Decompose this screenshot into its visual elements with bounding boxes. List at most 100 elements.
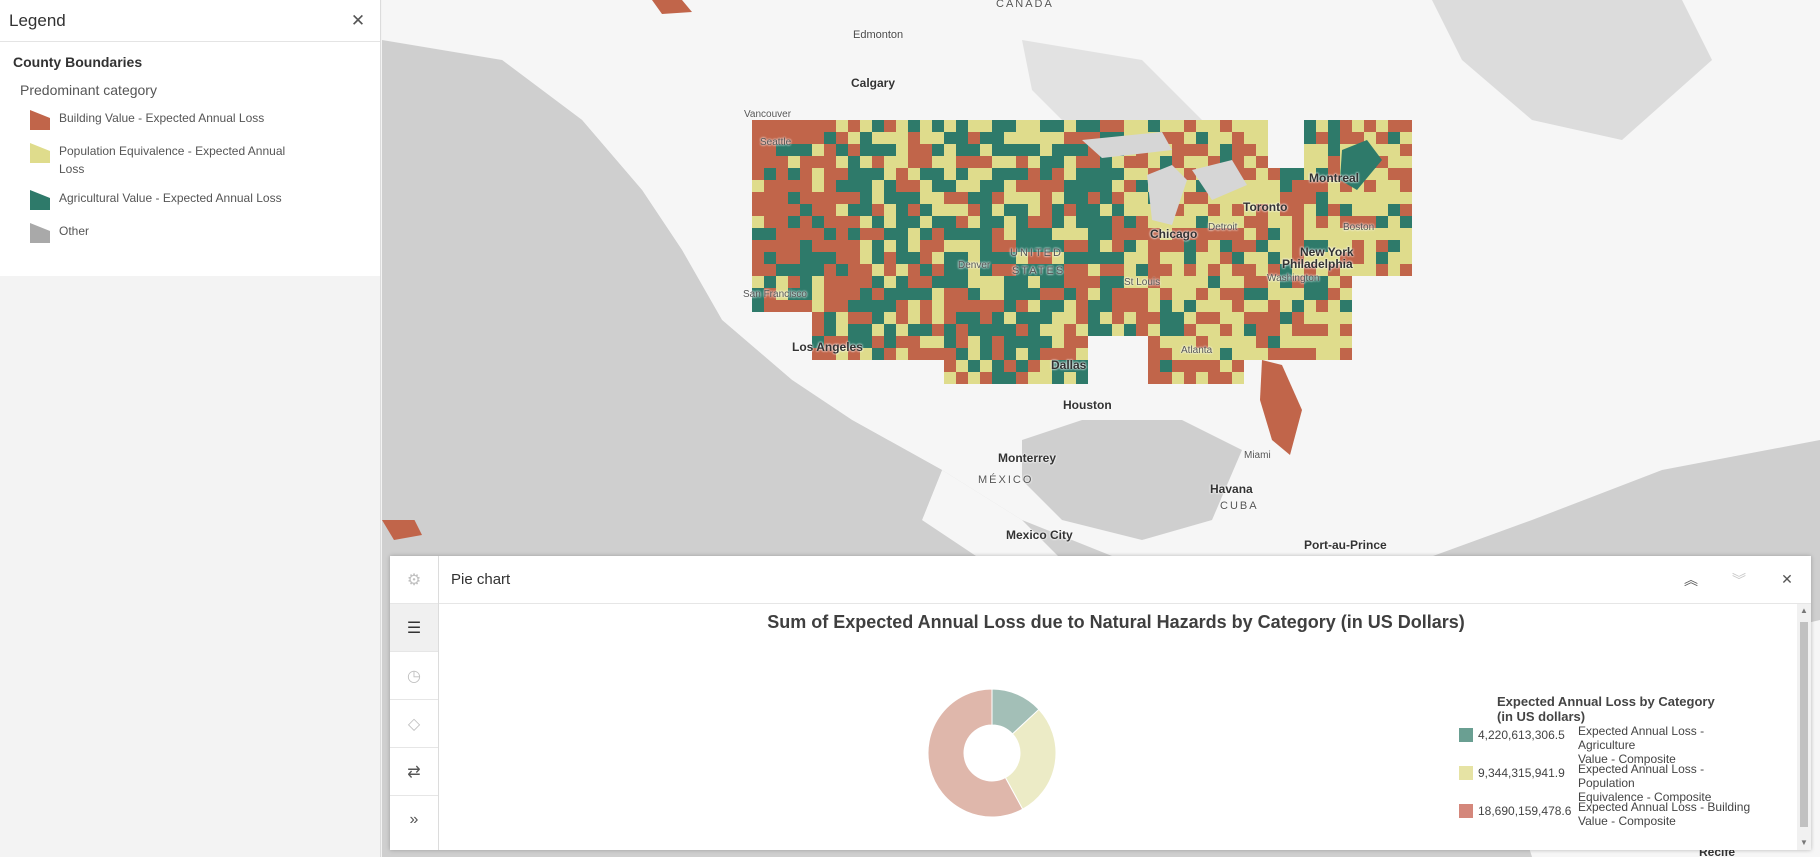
legend-swatch: [30, 110, 50, 130]
close-icon[interactable]: ✕: [1781, 571, 1793, 587]
map-label-mexico-city: Mexico City: [1006, 528, 1073, 542]
legend-item: Building Value - Expected Annual Loss: [0, 109, 380, 131]
chart-legend-item[interactable]: 9,344,315,941.9 Expected Annual Loss - Po…: [1459, 762, 1758, 804]
chart-legend-name-line1: Expected Annual Loss - Agriculture: [1578, 724, 1705, 752]
pacific-ocean: [382, 60, 942, 520]
chart-legend-name-line2: Value - Composite: [1578, 814, 1676, 828]
map-label-atlanta: Atlanta: [1181, 345, 1213, 356]
eraser-icon[interactable]: ◇: [390, 700, 438, 748]
legend-close-icon[interactable]: ✕: [350, 10, 366, 30]
map-label-seattle: Seattle: [760, 137, 792, 148]
chart-panel-header: Pie chart ︽ ︾ ✕: [439, 556, 1811, 604]
chart-legend-swatch: [1459, 804, 1473, 818]
map-label-denver: Denver: [958, 260, 991, 271]
chart-body: Sum of Expected Annual Loss due to Natur…: [439, 604, 1811, 850]
gear-icon[interactable]: ⚙: [390, 556, 438, 604]
map-label-san-francisco: San Francisco: [743, 289, 807, 300]
scroll-up-icon[interactable]: ▲: [1800, 606, 1808, 615]
scroll-thumb[interactable]: [1800, 622, 1808, 827]
legend-item-label: Population Equivalence - Expected Annual…: [59, 144, 286, 176]
chart-title: Sum of Expected Annual Loss due to Natur…: [767, 612, 1465, 632]
chart-legend-value: 4,220,613,306.5: [1478, 728, 1565, 742]
legend-swatch: [30, 143, 50, 163]
florida: [1260, 360, 1302, 455]
pie-chart: [927, 688, 1057, 818]
map-label-cuba: CUBA: [1220, 500, 1259, 512]
map-label-port-au-prince: Port-au-Prince: [1304, 538, 1387, 552]
chart-legend-title: Expected Annual Loss by Category (in US …: [1497, 694, 1717, 724]
ocean-north: [1432, 0, 1712, 140]
map-label-boston: Boston: [1343, 222, 1375, 233]
maine: [1340, 140, 1382, 190]
list-icon[interactable]: ☰: [390, 604, 438, 652]
map-label-los-angeles: Los Angeles: [792, 340, 863, 354]
chart-legend-name-line1: Expected Annual Loss - Building: [1578, 800, 1751, 814]
chart-legend-title-line1: Expected Annual Loss by Category: [1497, 694, 1715, 709]
chart-legend-value: 9,344,315,941.9: [1478, 766, 1565, 780]
legend-item: Population Equivalence - Expected Annual…: [0, 142, 380, 178]
lake-michigan: [1147, 165, 1187, 225]
clock-icon[interactable]: ◷: [390, 652, 438, 700]
map-label-toronto: Toronto: [1243, 200, 1288, 214]
map-label-st-louis: St Louis: [1124, 277, 1161, 288]
double-chevron-down-icon[interactable]: ︾: [1732, 571, 1746, 588]
chart-legend-name-line1: Expected Annual Loss - Population: [1578, 762, 1705, 790]
map-label-vancouver: Vancouver: [744, 109, 792, 120]
double-chevron-up-icon[interactable]: ︽: [1684, 571, 1698, 588]
map-label-montreal: Montreal: [1309, 171, 1360, 185]
map-label-canada: CANADA: [996, 0, 1054, 10]
map-label-houston: Houston: [1063, 398, 1112, 412]
pie-slice[interactable]: [927, 688, 1024, 818]
legend-swatch: [30, 223, 50, 243]
map-label-mexico: MÉXICO: [978, 474, 1034, 486]
map-label-washington: Washington: [1267, 273, 1320, 284]
legend-field-title: Predominant category: [20, 82, 157, 98]
map-label-monterrey: Monterrey: [998, 451, 1057, 465]
map-label-havana: Havana: [1210, 482, 1253, 496]
chart-legend-name-line2: Value - Composite: [1578, 752, 1676, 766]
map-label-detroit: Detroit: [1208, 222, 1238, 233]
chart-panel: ⚙ ☰ ◷ ◇ ⇄ » Pie chart ︽ ︾ ✕ Sum of Expec…: [390, 556, 1811, 850]
lake-huron: [1192, 160, 1247, 200]
map-label-edmonton: Edmonton: [853, 29, 904, 41]
chart-legend-swatch: [1459, 728, 1473, 742]
legend-title: Legend: [9, 10, 66, 30]
chart-legend-value: 18,690,159,478.6: [1478, 804, 1572, 818]
map-label-new-york: New York: [1300, 245, 1354, 259]
alaska-edge: [652, 0, 692, 14]
chart-scrollbar[interactable]: ▲ ▼: [1797, 604, 1811, 850]
chart-toolbar-rail: ⚙ ☰ ◷ ◇ ⇄ »: [390, 556, 439, 850]
map-label-states: STATES: [1012, 265, 1066, 277]
chart-legend-name: Expected Annual Loss - Building Value - C…: [1578, 800, 1758, 828]
scroll-down-icon[interactable]: ▼: [1800, 838, 1808, 847]
map-label-dallas: Dallas: [1051, 358, 1087, 372]
legend-header: Legend ✕: [0, 0, 380, 42]
lake-superior: [1082, 132, 1172, 158]
legend-item: Other: [0, 222, 380, 244]
chart-legend-item[interactable]: 4,220,613,306.5 Expected Annual Loss - Ag…: [1459, 724, 1758, 766]
chart-legend-swatch: [1459, 766, 1473, 780]
legend-layer-title: County Boundaries: [13, 54, 143, 70]
hawaii: [382, 515, 422, 540]
map-label-philadelphia: Philadelphia: [1282, 257, 1353, 271]
legend-panel: Legend ✕ County Boundaries Predominant c…: [0, 0, 381, 857]
map-label-united: UNITED: [1010, 247, 1063, 259]
chart-legend-name: Expected Annual Loss - Population Equival…: [1578, 762, 1758, 804]
map-label-chicago: Chicago: [1150, 227, 1198, 241]
swap-icon[interactable]: ⇄: [390, 748, 438, 796]
legend-card: Legend ✕ County Boundaries Predominant c…: [0, 0, 380, 276]
chart-legend-title-line2: (in US dollars): [1497, 709, 1586, 724]
legend-item-label: Other: [59, 224, 90, 238]
pie-slice[interactable]: [1004, 708, 1057, 810]
chart-legend-name: Expected Annual Loss - Agriculture Value …: [1578, 724, 1758, 766]
chart-legend-name-line2: Equivalence - Composite: [1578, 790, 1712, 804]
legend-items: Building Value - Expected Annual Loss Pop…: [0, 109, 380, 244]
map-label-calgary: Calgary: [851, 76, 896, 90]
map-label-miami: Miami: [1244, 450, 1271, 461]
chart-legend-item[interactable]: 18,690,159,478.6 Expected Annual Loss - B…: [1459, 800, 1758, 828]
double-chevron-right-icon[interactable]: »: [409, 811, 419, 828]
chart-panel-title: Pie chart: [451, 571, 511, 588]
legend-item-label: Building Value - Expected Annual Loss: [59, 111, 265, 125]
legend-item-label: Agricultural Value - Expected Annual Los…: [59, 191, 282, 205]
legend-item: Agricultural Value - Expected Annual Los…: [0, 189, 380, 211]
